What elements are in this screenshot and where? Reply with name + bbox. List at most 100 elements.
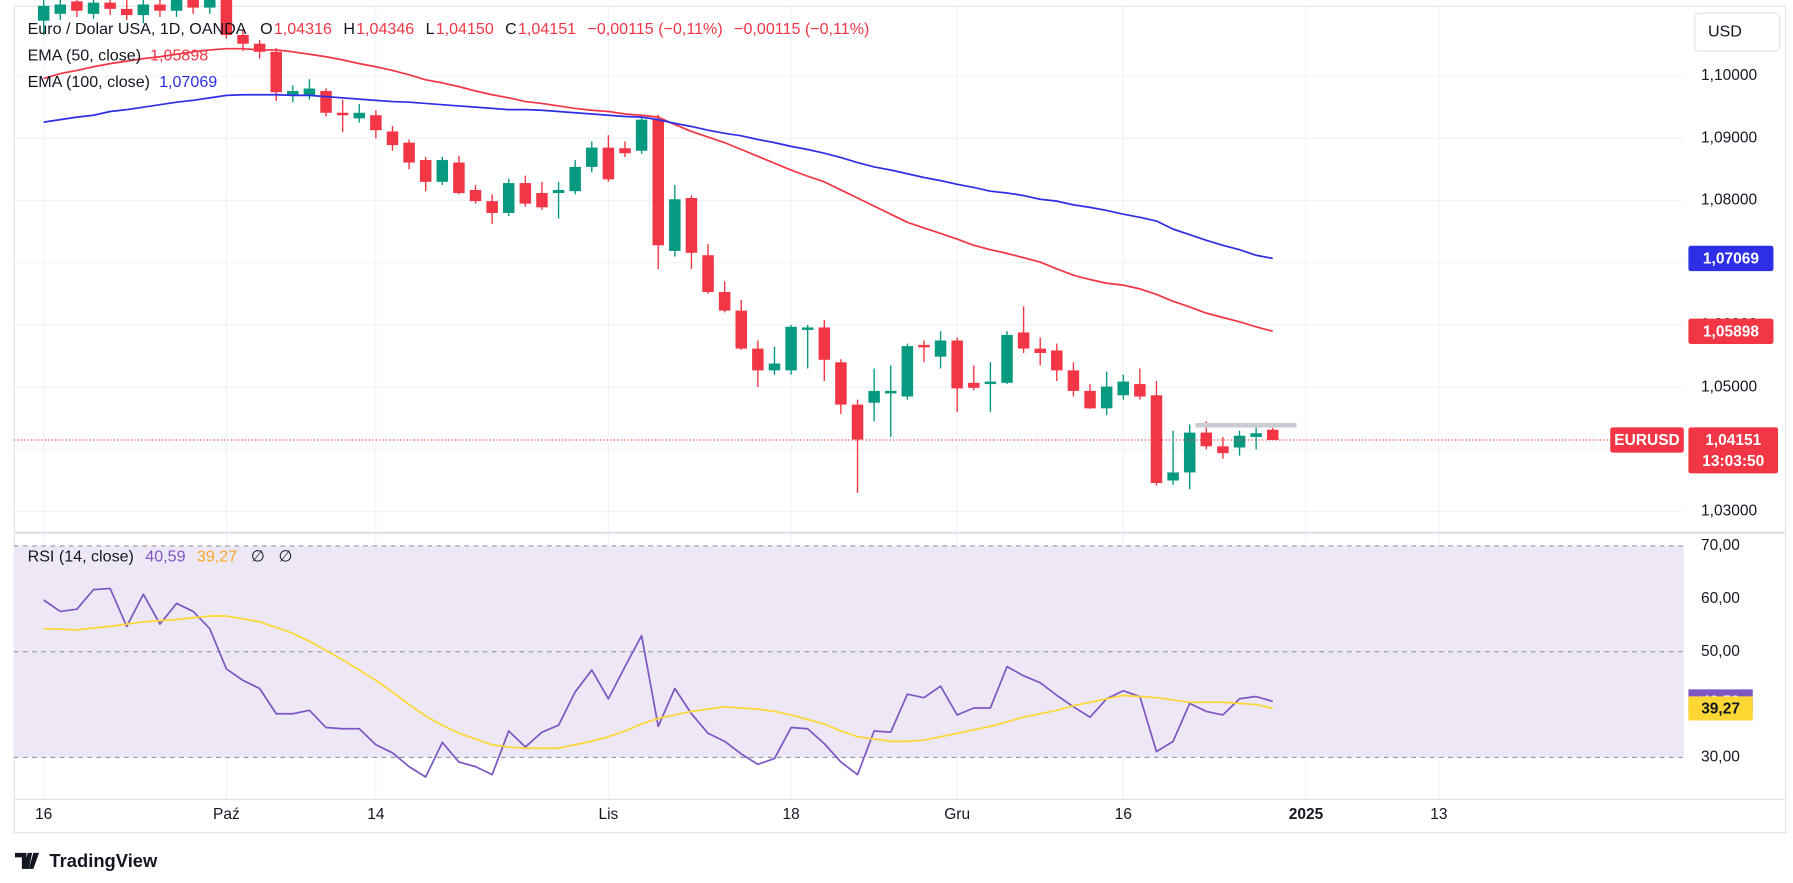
symbol-title: Euro / Dolar USA, 1D, OANDA <box>28 20 247 38</box>
candle-body <box>502 183 515 213</box>
candle-body <box>519 183 532 204</box>
candle-body <box>868 390 880 403</box>
candle-body <box>436 160 449 182</box>
candle-body <box>1100 386 1113 409</box>
legend-extra: ∅ <box>279 548 293 566</box>
candle-body <box>984 381 997 385</box>
legend-name: RSI (14, close) <box>28 548 134 566</box>
legend-ema50: EMA (50, close) 1,05898 <box>28 47 209 65</box>
candle-body <box>1183 432 1196 473</box>
candle-body <box>552 189 565 194</box>
candle-body <box>1034 348 1046 353</box>
legend-main: Euro / Dolar USA, 1D, OANDA O1,04316 H1,… <box>28 20 870 38</box>
candle-body <box>303 88 316 96</box>
brand: TradingView <box>49 850 158 871</box>
last-price-label: 1,04151 <box>1705 432 1761 449</box>
price-badge <box>1688 318 1774 344</box>
candle-body <box>253 43 266 52</box>
candle-body <box>968 382 980 388</box>
rsi-line <box>43 615 1273 750</box>
candle-body <box>619 148 631 154</box>
symbol-badge <box>1610 427 1684 453</box>
candle-body <box>901 346 914 397</box>
candle-body <box>918 344 930 348</box>
candle-body <box>419 160 432 182</box>
candle-body <box>1250 433 1262 437</box>
y-tick-label: 70,00 <box>1701 537 1740 554</box>
x-tick-label: 2025 <box>1289 806 1324 823</box>
candle-body <box>1150 395 1163 483</box>
legend-rsi: RSI (14, close) 40,59 39,27 ∅ ∅ <box>28 548 293 566</box>
badges: 1,058981,07069EURUSD1,0415113:03:5040,59… <box>1610 245 1779 721</box>
candle-body <box>104 2 116 9</box>
legend-value: 1,07069 <box>159 73 217 91</box>
y-tick-label: 1,05000 <box>1701 378 1757 395</box>
candle-body <box>54 4 67 14</box>
candle-body <box>702 255 714 292</box>
candle-body <box>187 0 199 8</box>
candle-body <box>1084 390 1096 409</box>
legend-value: 39,27 <box>197 548 237 566</box>
candle-body <box>170 0 183 11</box>
currency-button[interactable]: USD <box>1694 12 1781 52</box>
candle-body <box>652 119 664 246</box>
x-tick-label: 16 <box>35 806 52 823</box>
legend-value: 1,04150 <box>436 20 494 38</box>
x-tick-label: Paź <box>213 806 240 823</box>
x-tick-label: Lis <box>598 806 618 823</box>
candle-body <box>934 340 947 357</box>
candle-body <box>785 326 797 371</box>
grid <box>13 5 1684 799</box>
candle-body <box>569 166 581 192</box>
candle-body <box>835 362 847 405</box>
y-tick-label: 30,00 <box>1701 749 1740 766</box>
candle-body <box>270 51 282 93</box>
candle-body <box>37 5 50 21</box>
price-badge-label: 1,07069 <box>1703 251 1759 268</box>
candle-body <box>1001 334 1013 383</box>
candle-body <box>154 4 166 11</box>
candle-body <box>1233 435 1246 448</box>
legend-key: L <box>426 20 435 38</box>
candle-body <box>884 390 897 394</box>
candle-body <box>87 2 100 14</box>
currency-label[interactable]: USD <box>1708 22 1742 40</box>
last-price-badge <box>1688 427 1779 474</box>
candle-body <box>137 4 150 16</box>
candle-body <box>1217 446 1229 454</box>
candle-body <box>752 348 764 371</box>
price-badge <box>1688 245 1774 272</box>
legend-extra: ∅ <box>251 548 265 566</box>
candle-body <box>851 404 864 440</box>
rsi-badge <box>1688 696 1753 721</box>
x-tick-label: 18 <box>782 806 799 823</box>
legend-key: O <box>260 20 273 38</box>
candle-body <box>237 34 249 44</box>
ema-line <box>43 93 1273 260</box>
symbol-badge-label: EURUSD <box>1614 432 1679 449</box>
candle-body <box>818 327 831 360</box>
legend-value: 1,04151 <box>518 20 576 38</box>
candle-body <box>220 0 233 35</box>
candle-body <box>669 199 681 251</box>
candle-body <box>635 119 648 151</box>
drawing-line <box>1195 422 1297 428</box>
candle-body <box>1117 381 1130 396</box>
candle-body <box>386 131 399 146</box>
y-tick-label: 1,10000 <box>1701 67 1757 84</box>
candle-body <box>486 201 498 213</box>
candle-body <box>718 291 731 311</box>
legend-value: 1,04316 <box>274 20 332 38</box>
legend-name: EMA (50, close) <box>28 47 141 65</box>
candle-body <box>204 0 216 8</box>
candle-body <box>353 112 366 119</box>
candle-body <box>287 90 299 96</box>
candle-body <box>336 112 349 116</box>
x-tick-label: 13 <box>1430 806 1447 823</box>
x-tick-label: 16 <box>1115 806 1132 823</box>
rsi-badge-label: 39,27 <box>1701 701 1740 718</box>
button-frame[interactable] <box>1694 12 1781 52</box>
candle-body <box>602 147 615 180</box>
y-tick-label: 50,00 <box>1701 643 1740 660</box>
